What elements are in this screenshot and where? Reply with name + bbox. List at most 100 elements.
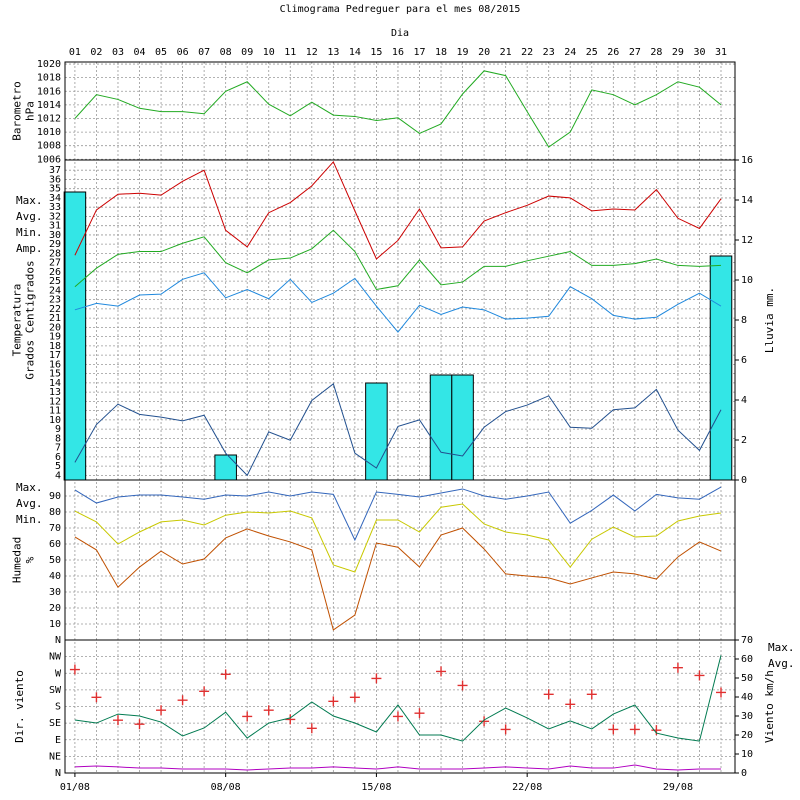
- legend-label: Max.: [16, 194, 43, 207]
- wind-direction-marker: [306, 723, 317, 734]
- y-tick-label: 4: [55, 470, 61, 481]
- y-tick-label: 1018: [37, 73, 61, 84]
- y-tick-label: E: [55, 735, 61, 746]
- series-line: [74, 486, 722, 542]
- y-tick-label: W: [55, 668, 62, 679]
- legend-label: Max.: [16, 481, 43, 494]
- y2-tick-label: 14: [741, 195, 753, 206]
- y-tick-label: N: [55, 768, 61, 779]
- wind-direction-marker: [220, 669, 231, 680]
- y-tick-label: 28: [49, 248, 61, 259]
- legend-label: Min.: [16, 513, 43, 526]
- top-x-tick-label: 16: [392, 47, 404, 58]
- panel-frame: [64, 639, 736, 774]
- rain-bar: [63, 191, 87, 481]
- y-tick-label: 21: [49, 313, 61, 324]
- wind-direction-marker: [608, 724, 619, 735]
- wind-direction-marker: [457, 680, 468, 691]
- y-tick-label: 1016: [37, 86, 61, 97]
- y2-tick-label: 50: [741, 673, 753, 684]
- wind-direction-marker: [436, 666, 447, 677]
- series-line: [74, 272, 722, 333]
- y-tick-label: 30: [49, 230, 61, 241]
- wind-direction-marker: [565, 699, 576, 710]
- y2-tick-label: 12: [741, 235, 753, 246]
- y2-tick-label: 40: [741, 692, 753, 703]
- y-tick-label: 10: [49, 415, 61, 426]
- y-tick-label: 7: [55, 443, 61, 454]
- top-x-tick-label: 31: [715, 47, 727, 58]
- rain-bar: [429, 374, 453, 481]
- y-tick-label: 1010: [37, 127, 61, 138]
- y2-tick-label: 70: [741, 635, 753, 646]
- series-line: [74, 160, 722, 260]
- y-tick-label: NE: [49, 751, 61, 762]
- y-tick-label: 33: [49, 202, 61, 213]
- chart-title: Climograma Pedreguer para el mes 08/2015: [280, 4, 521, 15]
- legend-label: Avg.: [16, 210, 43, 223]
- y-axis-title: Dir. viento: [13, 670, 26, 743]
- top-x-tick-label: 10: [263, 47, 275, 58]
- rain-bar: [214, 454, 237, 481]
- y-tick-label: 5: [55, 461, 61, 472]
- top-x-tick-label: 26: [607, 47, 619, 58]
- top-x-tick-label: 25: [586, 47, 598, 58]
- wind-direction-marker: [91, 692, 102, 703]
- y-tick-label: 35: [49, 184, 61, 195]
- y-tick-label: 70: [49, 523, 61, 534]
- y2-tick-label: 10: [741, 749, 753, 760]
- wind-direction-marker: [586, 689, 597, 700]
- wind-direction-marker: [242, 711, 253, 722]
- y-tick-label: 32: [49, 211, 61, 222]
- y-tick-label: 1014: [37, 100, 61, 111]
- y-tick-label: SE: [49, 718, 61, 729]
- y-tick-label: 19: [49, 332, 61, 343]
- y-tick-label: 1006: [37, 154, 61, 165]
- y-tick-label: NW: [49, 652, 62, 663]
- y-tick-label: 34: [49, 193, 61, 204]
- y-tick-label: 1008: [37, 141, 61, 152]
- top-x-tick-label: 12: [306, 47, 318, 58]
- y-tick-label: 6: [55, 452, 61, 463]
- y-axis-title: hPa: [24, 101, 37, 121]
- top-x-tick-label: 30: [693, 47, 705, 58]
- y2-tick-label: 0: [741, 768, 747, 779]
- x-tick-label: 01/08: [60, 782, 90, 793]
- y-tick-label: 26: [49, 267, 61, 278]
- y-tick-label: 37: [49, 165, 61, 176]
- series-line: [74, 70, 722, 148]
- top-x-tick-label: 04: [133, 47, 145, 58]
- y-axis-title: Temperatura: [11, 284, 24, 357]
- wind-direction-marker: [328, 696, 339, 707]
- y-tick-label: 60: [49, 539, 61, 550]
- wind-direction-marker: [543, 689, 554, 700]
- y-tick-label: S: [55, 702, 61, 713]
- y2-tick-label: 60: [741, 654, 753, 665]
- legend-label: Max.: [768, 641, 795, 654]
- y2-tick-label: 30: [741, 711, 753, 722]
- y-tick-label: 40: [49, 571, 61, 582]
- y-tick-label: 30: [49, 587, 61, 598]
- y-axis-title: Humedad: [11, 537, 24, 583]
- wind-direction-marker: [716, 687, 727, 698]
- y-tick-label: 18: [49, 341, 61, 352]
- top-x-tick-label: 07: [198, 47, 210, 58]
- top-x-tick-label: 14: [349, 47, 361, 58]
- y-tick-label: 15: [49, 369, 61, 380]
- top-x-tick-label: 19: [457, 47, 469, 58]
- wind-direction-marker: [479, 716, 490, 727]
- y2-tick-label: 0: [741, 475, 747, 486]
- top-x-tick-label: 27: [629, 47, 641, 58]
- y-tick-label: 36: [49, 174, 61, 185]
- wind-direction-marker: [199, 686, 210, 697]
- top-x-tick-label: 29: [672, 47, 684, 58]
- y-tick-label: 80: [49, 507, 61, 518]
- wind-direction-marker: [414, 708, 425, 719]
- y-tick-label: 20: [49, 603, 61, 614]
- y-tick-label: 9: [55, 424, 61, 435]
- wind-direction-marker: [371, 673, 382, 684]
- y-tick-label: 1020: [37, 59, 61, 70]
- series-line: [74, 527, 722, 631]
- wind-direction-marker: [392, 711, 403, 722]
